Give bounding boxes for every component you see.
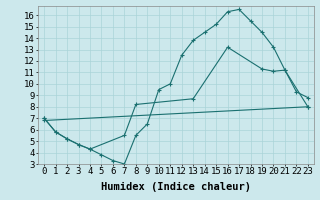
X-axis label: Humidex (Indice chaleur): Humidex (Indice chaleur) <box>101 182 251 192</box>
